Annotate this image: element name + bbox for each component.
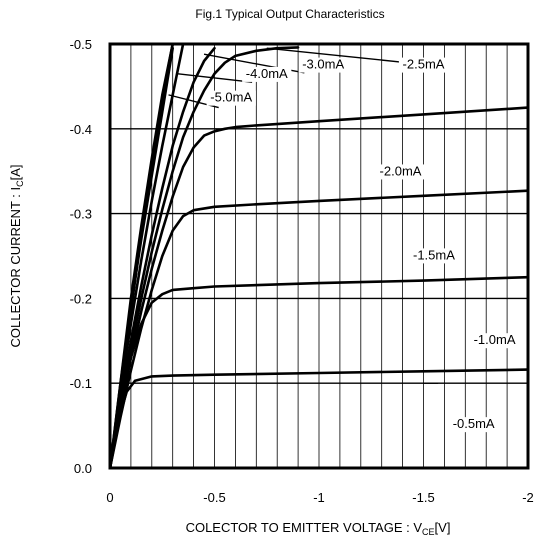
x-tick-label: -1.5: [412, 490, 434, 505]
x-tick-label: 0: [106, 490, 113, 505]
curve-3-0ma: [108, 46, 216, 470]
curve-2-0ma: [108, 106, 530, 470]
curve-labels: -5.0mA -4.0mA -3.0mA -2.5mA -2.0mA -1.5mA -1.0…: [206, 57, 520, 433]
curve-label-background: [242, 66, 292, 82]
curve-label-background: [206, 90, 256, 106]
curve-label: -1.5mA: [413, 247, 455, 262]
x-axis-label: COLECTOR TO EMITTER VOLTAGE : VCE[V]: [186, 520, 451, 537]
curve-label-background: [375, 164, 426, 180]
curve-label-background: [398, 57, 449, 73]
y-axis-label: COLLECTOR CURRENT : IC[A]: [8, 164, 25, 347]
y-tick-label: -0.2: [70, 291, 92, 306]
curve-1-5ma: [108, 189, 530, 470]
y-axis-label-unit: [A]: [8, 164, 23, 180]
curve-label: -2.5mA: [403, 57, 445, 72]
y-tick-label: -0.3: [70, 207, 92, 222]
x-tick-label: -0.5: [203, 490, 225, 505]
major-gridlines: [110, 128, 528, 384]
x-tick-labels: 0 -0.5 -1 -1.5 -2: [106, 490, 533, 505]
x-tick-label: -2: [522, 490, 534, 505]
y-tick-label: -0.1: [70, 376, 92, 391]
y-tick-label: -0.5: [70, 37, 92, 52]
minor-gridlines: [130, 44, 508, 468]
curve-label: -1.0mA: [474, 332, 516, 347]
curve-label-background: [298, 57, 348, 73]
curves-group: [108, 42, 530, 470]
curve-label-background: [449, 417, 499, 433]
y-tick-labels: 0.0 -0.1 -0.2 -0.3 -0.4 -0.5: [70, 37, 92, 476]
x-axis-label-subscript: CE: [422, 527, 435, 537]
label-leader-line: [266, 47, 407, 64]
curve-unlabeled-9: [108, 42, 174, 470]
curve-2-5ma: [108, 46, 300, 470]
x-axis-label-unit: [V]: [435, 520, 451, 535]
leader-lines: [168, 47, 439, 384]
curve-label: -3.0mA: [302, 57, 344, 72]
label-leader-line: [176, 72, 253, 83]
plot-frame: [108, 42, 530, 470]
curve-label: -4.0mA: [246, 66, 288, 81]
y-tick-label: 0.0: [74, 461, 92, 476]
curve-label: -5.0mA: [210, 90, 252, 105]
curve-label-background: [469, 333, 520, 349]
y-tick-label: -0.4: [70, 122, 92, 137]
y-axis-label-subscript: C: [15, 180, 25, 187]
x-tick-label: -1: [313, 490, 325, 505]
curve-label-background: [409, 248, 459, 264]
chart-title: Fig.1 Typical Output Characteristics: [195, 7, 384, 21]
curve-label: -2.0mA: [380, 163, 422, 178]
curve-label: -0.5mA: [453, 416, 495, 431]
